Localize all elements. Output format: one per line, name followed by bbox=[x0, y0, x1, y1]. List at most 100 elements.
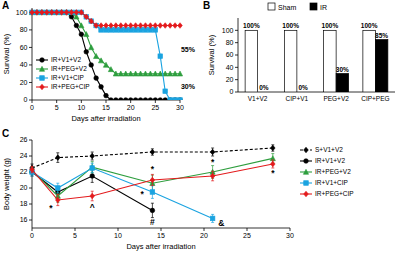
data-point bbox=[150, 177, 155, 183]
bar bbox=[336, 74, 349, 93]
data-point bbox=[123, 98, 128, 100]
data-point bbox=[138, 71, 143, 76]
plot-area bbox=[245, 30, 388, 92]
y-axis-title: Survival (%) bbox=[207, 34, 216, 75]
data-point bbox=[150, 149, 155, 155]
legend-marker bbox=[39, 66, 44, 71]
data-point bbox=[148, 23, 153, 29]
data-point bbox=[64, 10, 69, 16]
bar bbox=[324, 30, 337, 92]
category-label: CIP+PEG bbox=[361, 95, 389, 102]
y-tick bbox=[29, 29, 32, 30]
data-point bbox=[143, 98, 148, 100]
annotation: ^ bbox=[90, 202, 95, 212]
error-bar bbox=[91, 152, 94, 160]
data-point bbox=[178, 98, 183, 100]
y-tick-label: 100 bbox=[222, 27, 234, 34]
y-tick bbox=[235, 30, 238, 31]
data-point bbox=[54, 10, 59, 16]
bar bbox=[258, 92, 271, 93]
data-point bbox=[158, 98, 163, 100]
data-point bbox=[84, 50, 89, 55]
error-bar bbox=[271, 160, 274, 168]
data-label: 30% bbox=[336, 66, 349, 73]
legend-marker bbox=[40, 84, 45, 90]
legend-marker bbox=[303, 169, 308, 174]
legend-swatch bbox=[310, 3, 317, 10]
error-bar bbox=[211, 171, 214, 181]
data-point bbox=[168, 23, 173, 29]
y-tick bbox=[235, 92, 238, 93]
data-point bbox=[59, 10, 64, 16]
error-bar bbox=[31, 166, 34, 172]
legend-label: S+V1+V2 bbox=[315, 146, 343, 153]
plot-area bbox=[29, 145, 275, 223]
data-point bbox=[79, 23, 84, 28]
legend-label: IR+V1+CIP bbox=[315, 179, 348, 186]
data-point bbox=[56, 186, 61, 191]
x-tick bbox=[290, 228, 291, 231]
y-tick bbox=[235, 79, 238, 80]
data-point bbox=[84, 32, 89, 37]
x-tick bbox=[204, 228, 205, 231]
error-bar bbox=[151, 149, 154, 155]
data-point bbox=[108, 67, 113, 72]
data-point bbox=[158, 23, 163, 29]
legend-label: IR+PEG+V2 bbox=[315, 168, 351, 175]
legend-marker bbox=[40, 58, 45, 63]
x-tick bbox=[32, 228, 33, 231]
data-point bbox=[271, 161, 276, 167]
annotation: 30% bbox=[181, 83, 196, 90]
data-point bbox=[40, 10, 45, 16]
x-tick-label: 20 bbox=[200, 232, 208, 239]
data-point bbox=[128, 23, 133, 29]
legend-marker bbox=[304, 181, 309, 186]
data-point bbox=[94, 23, 99, 29]
data-label: 0% bbox=[259, 84, 269, 91]
x-tick-label: 30 bbox=[286, 232, 294, 239]
x-tick-label: 0 bbox=[30, 104, 34, 111]
data-point bbox=[128, 98, 133, 100]
data-point bbox=[99, 85, 104, 90]
y-tick-label: 20 bbox=[226, 76, 234, 83]
data-point bbox=[49, 10, 54, 15]
data-point bbox=[123, 71, 128, 76]
legend: IR+V1+V2IR+PEG+V2IR+V1+CIPIR+PEG+CIP bbox=[36, 56, 90, 90]
data-point bbox=[99, 23, 104, 29]
annotation: * bbox=[140, 189, 144, 199]
data-point bbox=[173, 98, 178, 100]
data-point bbox=[153, 23, 158, 29]
y-tick-label: 80 bbox=[226, 39, 234, 46]
data-point bbox=[40, 10, 45, 15]
data-point bbox=[29, 10, 34, 15]
data-point bbox=[90, 193, 95, 199]
data-point bbox=[90, 153, 95, 159]
y-tick-label: 40 bbox=[226, 64, 234, 71]
x-tick-label: 15 bbox=[157, 232, 165, 239]
data-point bbox=[69, 10, 74, 15]
data-point bbox=[109, 98, 114, 100]
data-point bbox=[173, 23, 178, 29]
error-bar bbox=[91, 191, 94, 201]
y-tick bbox=[29, 47, 32, 48]
annotation: & bbox=[218, 218, 224, 228]
legend: ShamIR bbox=[268, 3, 327, 11]
data-point bbox=[35, 10, 40, 15]
data-point bbox=[74, 10, 79, 16]
x-tick-label: 10 bbox=[114, 232, 122, 239]
data-label: 85% bbox=[375, 32, 388, 39]
data-point bbox=[94, 53, 99, 58]
data-point bbox=[133, 98, 138, 100]
data-point bbox=[138, 23, 143, 29]
legend-label: IR+PEG+V2 bbox=[51, 65, 87, 72]
x-tick bbox=[118, 228, 119, 231]
y-tick bbox=[29, 82, 32, 83]
data-point bbox=[64, 10, 69, 15]
data-point bbox=[138, 98, 143, 100]
y-tick bbox=[29, 188, 32, 189]
error-bar bbox=[211, 148, 214, 156]
legend-label: IR+V1+V2 bbox=[315, 157, 345, 164]
data-label: 100% bbox=[243, 22, 260, 29]
legend-marker bbox=[304, 159, 309, 164]
data-point bbox=[45, 10, 50, 16]
